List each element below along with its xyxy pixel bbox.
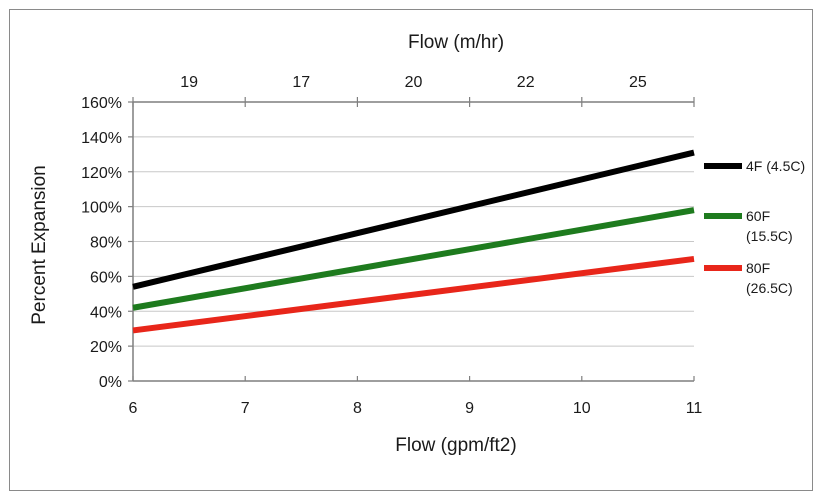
y-tick-label: 40% [90, 304, 122, 321]
series-line-3 [132, 255, 695, 334]
x2-tick-label: 20 [405, 74, 423, 91]
y-axis-title: Percent Expansion [29, 165, 50, 325]
legend-label: 60F [746, 208, 770, 224]
x-tick-label: 6 [129, 400, 138, 417]
legend-label: (15.5C) [746, 228, 793, 244]
y-tick-label: 0% [99, 374, 122, 391]
y-tick-label: 20% [90, 339, 122, 356]
legend-label: 80F [746, 260, 770, 276]
x-tick-label: 7 [241, 400, 250, 417]
x-tick-label: 10 [573, 400, 591, 417]
series-line-2 [132, 207, 695, 311]
chart-frame [9, 9, 813, 491]
y-tick-label: 160% [81, 95, 122, 112]
y-tick-label: 120% [81, 165, 122, 182]
x-axis-title: Flow (gpm/ft2) [395, 435, 516, 456]
legend: 4F (4.5C) 60F (15.5C) 80F (26.5C) [704, 158, 805, 296]
x2-tick-label: 17 [292, 74, 310, 91]
axes [128, 97, 695, 382]
x-tick-label: 11 [686, 400, 703, 417]
x2-tick-label: 25 [629, 74, 647, 91]
tick-labels: 0% 20% 40% 60% 80% 100% 120% 140% 160% 6 7 8 9 10 11 19… [81, 74, 702, 417]
series-line-1 [132, 149, 695, 290]
y-tick-label: 80% [90, 235, 122, 252]
y-tick-label: 140% [81, 130, 122, 147]
x2-tick-label: 22 [517, 74, 535, 91]
x2-axis-title: Flow (m/hr) [408, 32, 504, 53]
y-tick-label: 60% [90, 269, 122, 286]
x-tick-label: 9 [465, 400, 474, 417]
series-lines [132, 149, 695, 334]
x-tick-label: 8 [353, 400, 362, 417]
y-tick-label: 100% [81, 200, 122, 217]
x2-tick-label: 19 [180, 74, 198, 91]
legend-label: (26.5C) [746, 280, 793, 296]
gridlines [133, 101, 694, 347]
legend-label: 4F (4.5C) [746, 158, 805, 174]
